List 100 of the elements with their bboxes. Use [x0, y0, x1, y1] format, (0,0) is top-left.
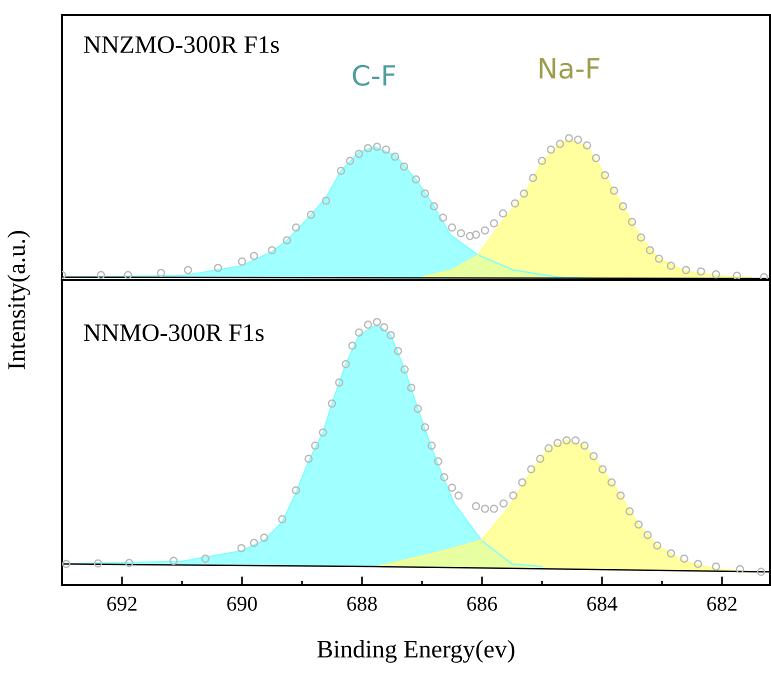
point [472, 502, 480, 510]
point [354, 150, 364, 158]
point [382, 145, 390, 154]
point [278, 515, 286, 524]
point [732, 272, 742, 280]
point [400, 162, 408, 171]
point [420, 423, 430, 432]
point [571, 436, 580, 445]
point [580, 441, 589, 450]
point [666, 549, 676, 558]
point [592, 154, 600, 162]
point [712, 270, 720, 278]
point [427, 441, 436, 450]
point [616, 491, 625, 500]
chart-title: NNMO-300R F1s [84, 324, 264, 342]
point [694, 560, 702, 568]
x-tick-label: 682 [707, 596, 736, 611]
point [654, 254, 664, 263]
point [430, 202, 438, 210]
point [454, 491, 463, 500]
point [311, 441, 320, 450]
point [472, 230, 480, 239]
point [346, 156, 354, 166]
point [250, 538, 258, 548]
point [564, 134, 574, 142]
point [372, 142, 382, 151]
point [646, 246, 654, 254]
point [589, 452, 598, 460]
point [528, 174, 538, 182]
point [184, 266, 192, 274]
point [499, 499, 508, 508]
point [448, 484, 456, 492]
point [201, 554, 210, 563]
point [456, 229, 466, 238]
point [238, 257, 246, 266]
text: C-F [352, 64, 396, 86]
point [680, 554, 688, 563]
point [440, 473, 448, 482]
point [292, 486, 300, 495]
point [634, 520, 643, 529]
point [336, 166, 346, 176]
point [536, 454, 544, 463]
point [414, 404, 422, 414]
point [509, 491, 518, 500]
point [756, 568, 766, 576]
point [480, 504, 490, 513]
point [480, 226, 490, 235]
point [666, 262, 676, 270]
point [348, 342, 357, 350]
point [538, 156, 546, 166]
point [434, 457, 442, 466]
point [268, 246, 276, 254]
point [420, 189, 430, 198]
point [412, 175, 420, 184]
point [510, 199, 520, 208]
point [342, 360, 350, 368]
point [574, 136, 582, 144]
point [618, 202, 628, 210]
point [600, 170, 610, 180]
x-axis-title: Binding Energy(ev) [317, 640, 514, 663]
point [544, 444, 553, 452]
point [62, 560, 70, 568]
x-tick-label: 688 [347, 596, 377, 611]
point [390, 152, 400, 161]
point [156, 268, 166, 278]
x-tick-label: 684 [587, 596, 618, 611]
point [394, 346, 402, 356]
point [322, 196, 330, 205]
point [386, 331, 395, 340]
point [527, 465, 536, 474]
point [407, 384, 416, 392]
point [760, 273, 768, 280]
point [214, 264, 222, 272]
point [318, 428, 328, 437]
point [625, 507, 634, 516]
point [260, 534, 268, 542]
x-tick-label: 686 [467, 596, 498, 611]
point [490, 504, 498, 513]
x-tick-label: 692 [107, 596, 136, 611]
chart-title: NNZMO-300R F1s [84, 36, 279, 54]
point [520, 189, 528, 198]
y-axis-title: Intensity(a.u.) [7, 230, 30, 370]
x-tick-label: 690 [227, 596, 257, 611]
point [380, 323, 388, 332]
point [518, 478, 526, 487]
point [643, 530, 652, 540]
point [546, 145, 556, 154]
point [498, 209, 508, 218]
point [94, 559, 102, 568]
point [607, 478, 616, 487]
point [448, 223, 456, 232]
point [372, 318, 382, 326]
point [438, 213, 448, 222]
point [328, 399, 336, 408]
point [364, 320, 372, 329]
point [354, 328, 364, 337]
point [335, 378, 344, 387]
point [610, 186, 618, 195]
point [562, 436, 571, 445]
point [237, 544, 246, 552]
